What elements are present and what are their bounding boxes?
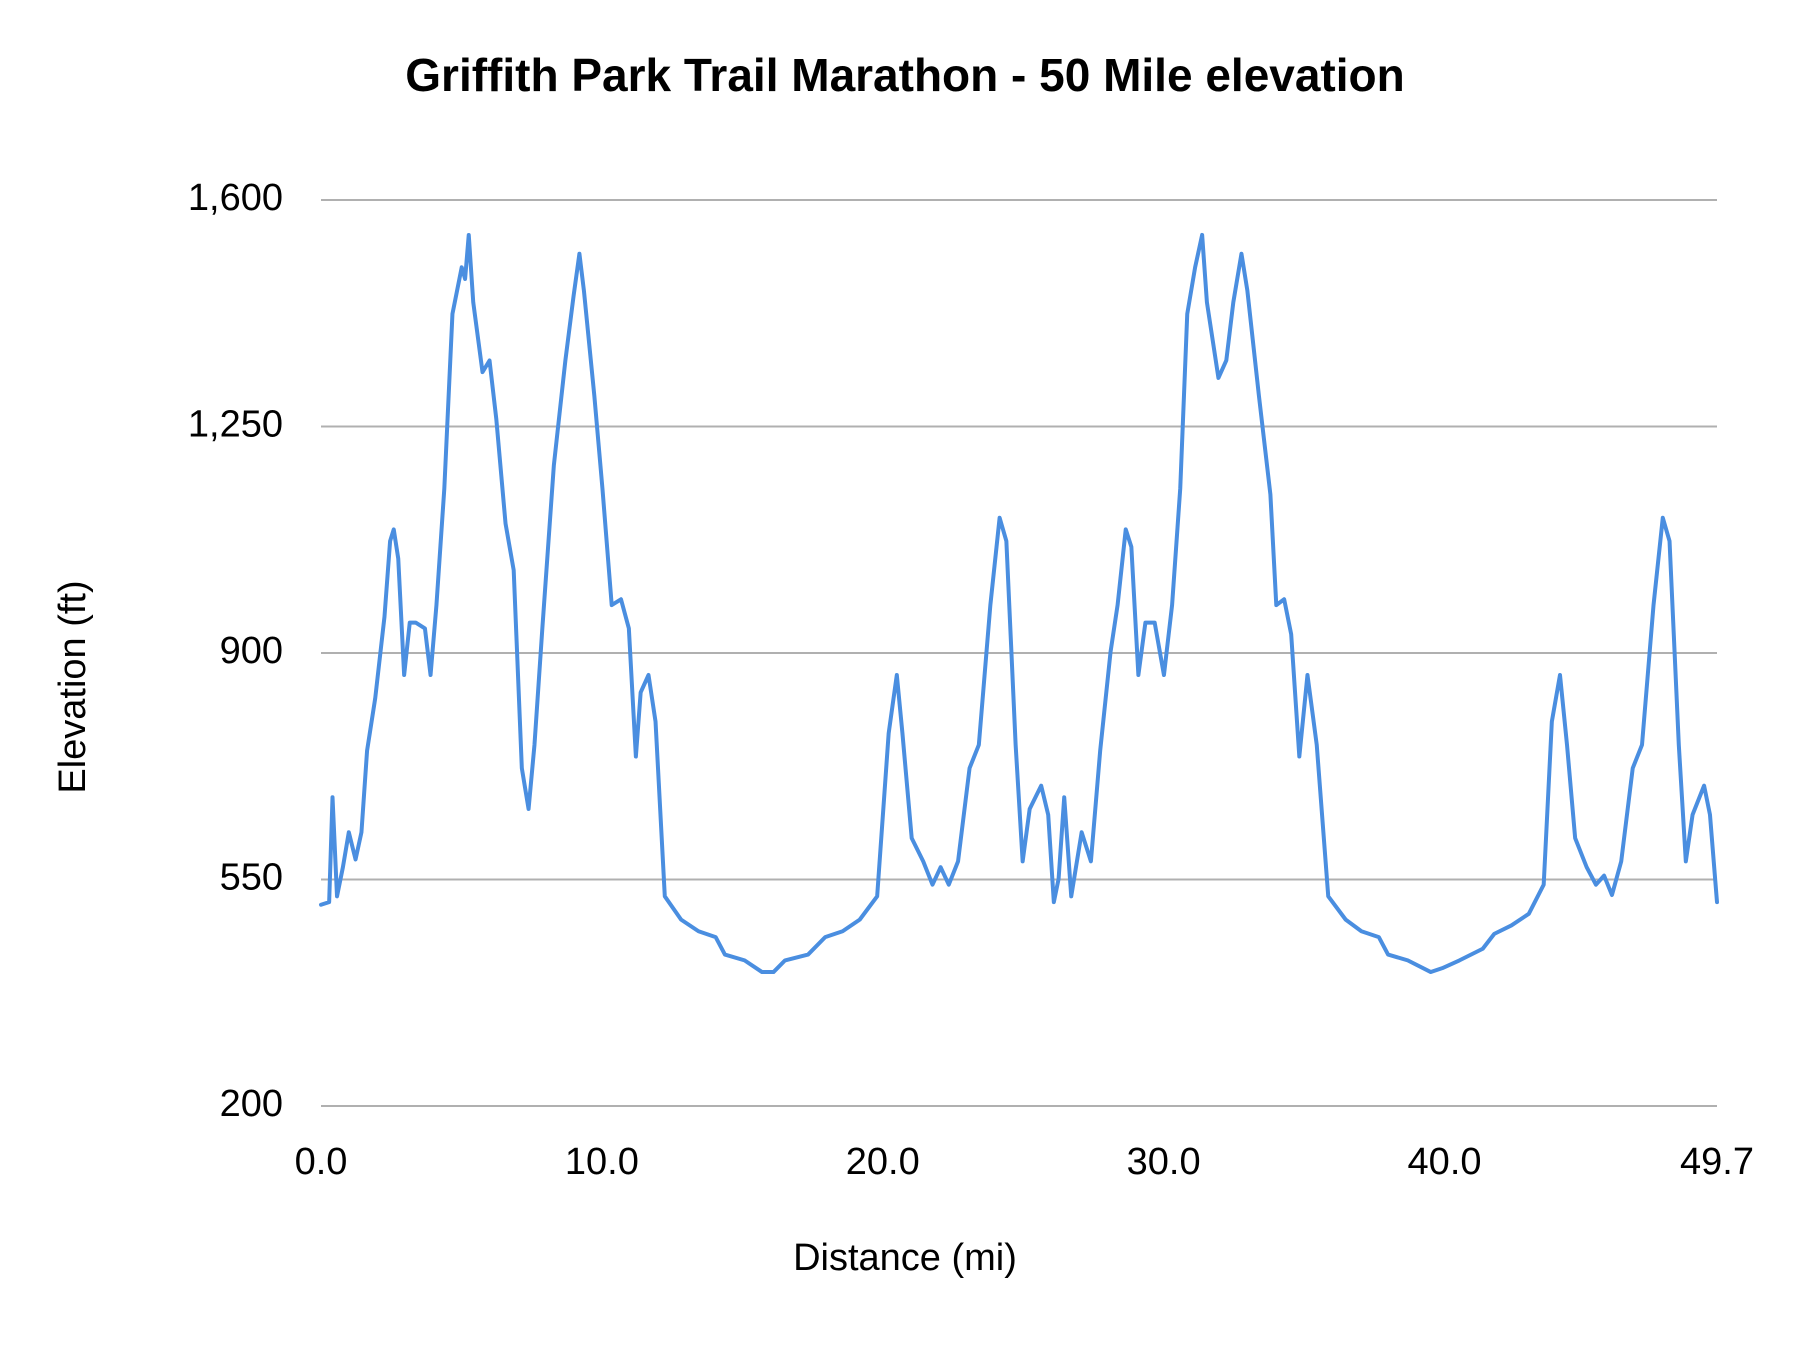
x-tick-label: 30.0 bbox=[1127, 1141, 1201, 1183]
y-tick-label: 900 bbox=[220, 630, 283, 672]
x-tick-label: 49.7 bbox=[1680, 1141, 1754, 1183]
y-tick-label: 1,600 bbox=[188, 177, 283, 219]
x-tick-label: 0.0 bbox=[295, 1141, 348, 1183]
y-tick-label: 550 bbox=[220, 857, 283, 899]
x-tick-label: 20.0 bbox=[846, 1141, 920, 1183]
y-axis-label: Elevation (ft) bbox=[52, 580, 94, 793]
x-axis-label: Distance (mi) bbox=[793, 1237, 1017, 1279]
y-tick-label: 1,250 bbox=[188, 404, 283, 446]
x-tick-label: 10.0 bbox=[565, 1141, 639, 1183]
elevation-line bbox=[319, 232, 1719, 975]
x-tick-label: 40.0 bbox=[1408, 1141, 1482, 1183]
chart-title: Griffith Park Trail Marathon - 50 Mile e… bbox=[405, 49, 1404, 101]
y-tick-label: 200 bbox=[220, 1083, 283, 1125]
